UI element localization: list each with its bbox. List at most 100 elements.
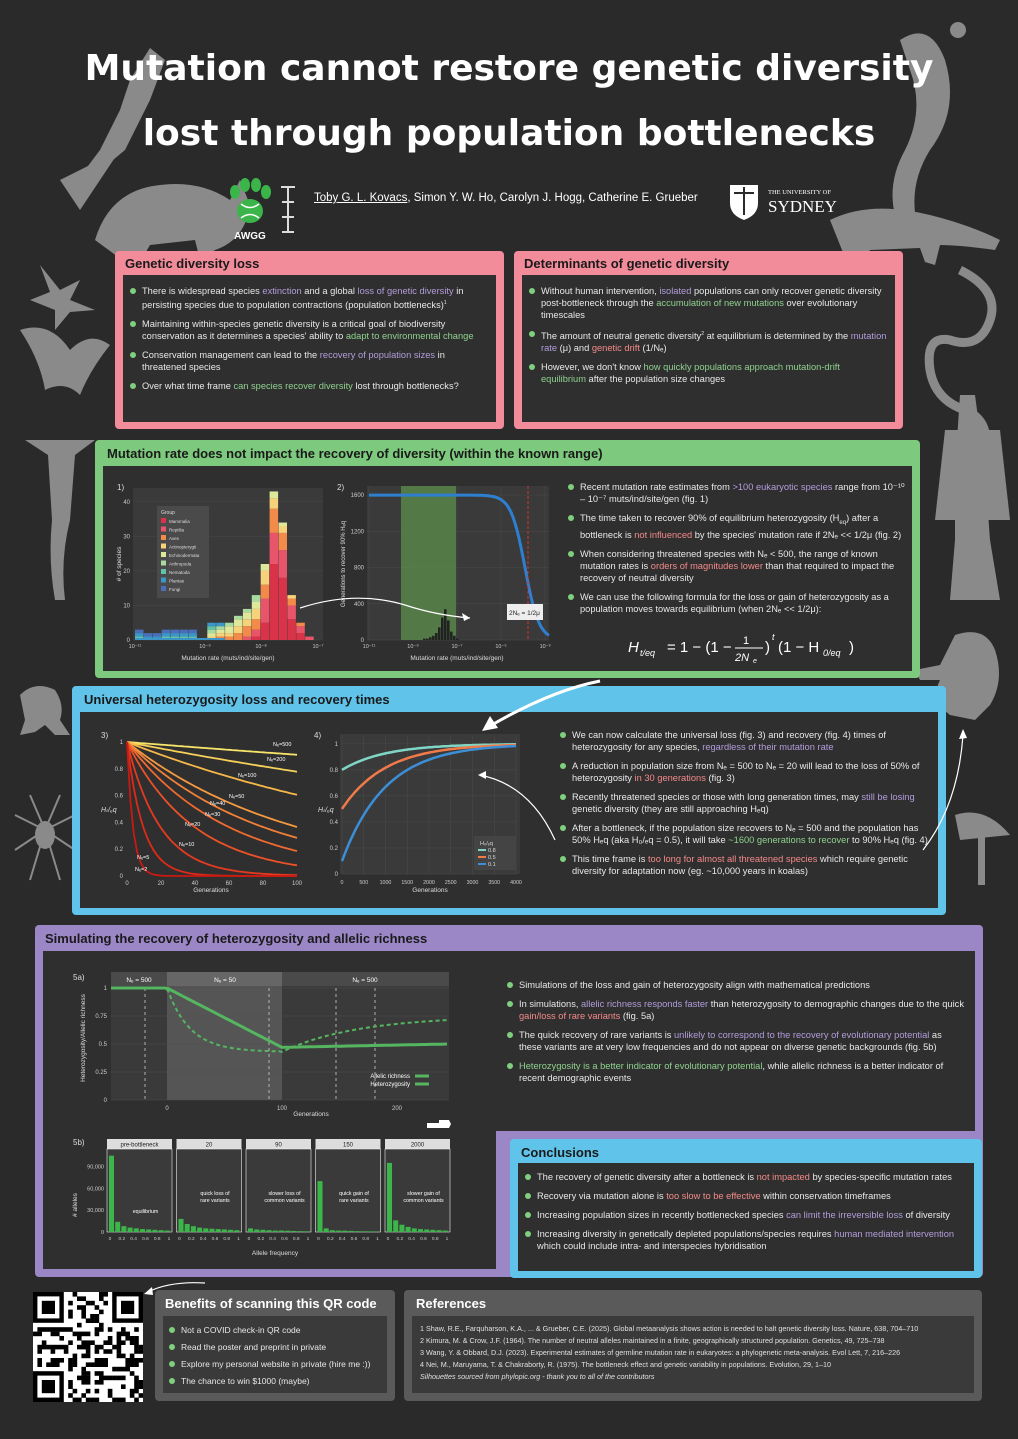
x-tick: 100 — [292, 881, 303, 887]
histogram-bar — [260, 584, 270, 599]
allele-bar — [197, 1227, 203, 1232]
reference-item: 3 Wang, Y. & Obbard, D.J. (2023). Experi… — [420, 1348, 901, 1357]
qr-module — [68, 1380, 73, 1385]
histogram-bar — [278, 522, 287, 526]
facet-note: slower loss of — [268, 1191, 301, 1197]
qr-module — [77, 1305, 82, 1310]
svg-text:): ) — [849, 639, 854, 656]
y-tick: 0 — [361, 638, 365, 644]
bullet: Recently threatened species or those wit… — [560, 791, 930, 815]
fig5a-label: 5a) — [73, 973, 85, 982]
qr-module — [121, 1397, 126, 1402]
histogram-bar — [135, 638, 225, 640]
qr-module — [63, 1349, 69, 1354]
x-tick: 100 — [277, 1106, 288, 1112]
allele-bar — [373, 1231, 379, 1232]
allele-bar — [303, 1231, 309, 1232]
histogram-bar — [225, 626, 234, 634]
qr-module — [68, 1327, 73, 1332]
allele-bar — [323, 1228, 329, 1232]
histogram-bar — [135, 633, 144, 637]
histogram-bar — [161, 629, 171, 634]
facet-header — [385, 1139, 450, 1149]
qr-module — [85, 1371, 91, 1376]
qr-module — [116, 1344, 122, 1350]
histogram-bar — [216, 626, 225, 630]
qr-module — [68, 1393, 73, 1398]
facet-note: common variants — [264, 1198, 305, 1204]
qr-module — [81, 1340, 86, 1345]
qr-module — [107, 1336, 113, 1341]
x-tick: 1500 — [401, 880, 413, 886]
qr-code[interactable] — [33, 1292, 143, 1402]
legend-swatch — [161, 535, 166, 540]
qr-module — [116, 1353, 122, 1359]
panel-qr-benefits: Benefits of scanning this QR code — [155, 1290, 395, 1401]
x-tick: 2000 — [423, 880, 435, 886]
qr-module — [107, 1340, 113, 1345]
histogram-bar — [269, 508, 279, 533]
annotation-text: 2Nₑ = 1/2μ — [509, 610, 540, 617]
allele-bar — [367, 1231, 373, 1232]
loss-curve — [126, 741, 298, 796]
legend-label: 0.8 — [488, 848, 496, 854]
y-tick: 90,000 — [87, 1165, 104, 1171]
svg-text:t/eq: t/eq — [640, 648, 655, 658]
qr-module — [81, 1380, 86, 1385]
uni-small-text: THE UNIVERSITY OF — [768, 189, 831, 196]
panel-title: Genetic diversity loss — [125, 256, 260, 271]
histogram-bar — [269, 498, 279, 509]
qr-module — [55, 1362, 60, 1367]
histogram-bar — [450, 631, 453, 640]
histogram-bar — [234, 633, 243, 640]
qr-module — [94, 1362, 100, 1367]
qr-module — [116, 1336, 122, 1341]
qr-module — [77, 1331, 82, 1337]
qr-module — [99, 1309, 104, 1315]
qr-module — [55, 1344, 60, 1350]
allele-bar — [164, 1230, 170, 1232]
determinant-bullets: Without human intervention, isolated pop… — [529, 285, 887, 392]
legend-swatch — [161, 526, 166, 532]
qr-module — [46, 1344, 51, 1350]
fig1-label: 1) — [117, 483, 124, 492]
x-tick: 0.6 — [420, 1236, 427, 1242]
ne-label: Nₑ=500 — [273, 742, 291, 748]
allele-bar — [203, 1228, 209, 1232]
ne-label: Nₑ=40 — [210, 801, 225, 807]
qr-module — [134, 1397, 139, 1402]
qr-module — [37, 1331, 42, 1337]
qr-module — [134, 1349, 139, 1354]
university-logo: THE UNIVERSITY OF SYDNEY — [728, 183, 848, 223]
pointing-hand-icon — [427, 1120, 451, 1128]
qr-module — [85, 1397, 91, 1402]
awgg-text: AWGG — [234, 231, 266, 242]
svg-text:H: H — [628, 639, 639, 656]
qr-module — [112, 1344, 117, 1350]
qr-module — [37, 1344, 42, 1350]
histogram-bar — [260, 622, 270, 640]
allele-bar — [140, 1229, 145, 1232]
panel-title: Simulating the recovery of heterozygosit… — [45, 931, 428, 946]
y-tick: 0.25 — [95, 1070, 107, 1076]
allele-bar — [158, 1230, 164, 1232]
x-tick: 1 — [307, 1236, 310, 1242]
qr-module — [138, 1384, 143, 1389]
first-author: Toby G. L. Kovacs — [314, 192, 408, 204]
qr-module — [94, 1349, 100, 1354]
loss-curve — [126, 741, 298, 852]
allele-bar — [279, 1230, 284, 1232]
qr-module — [99, 1375, 104, 1381]
qr-module — [129, 1371, 135, 1376]
qr-module — [99, 1380, 104, 1385]
qr-module — [81, 1371, 86, 1376]
x-tick: 1 — [446, 1236, 449, 1242]
qr-module — [90, 1340, 95, 1345]
qr-module — [41, 1340, 47, 1345]
x-tick: 0.8 — [293, 1236, 300, 1242]
facet-panel — [245, 1148, 312, 1233]
qr-module — [103, 1362, 108, 1367]
qr-module — [68, 1340, 73, 1345]
bullet: Without human intervention, isolated pop… — [529, 285, 887, 321]
